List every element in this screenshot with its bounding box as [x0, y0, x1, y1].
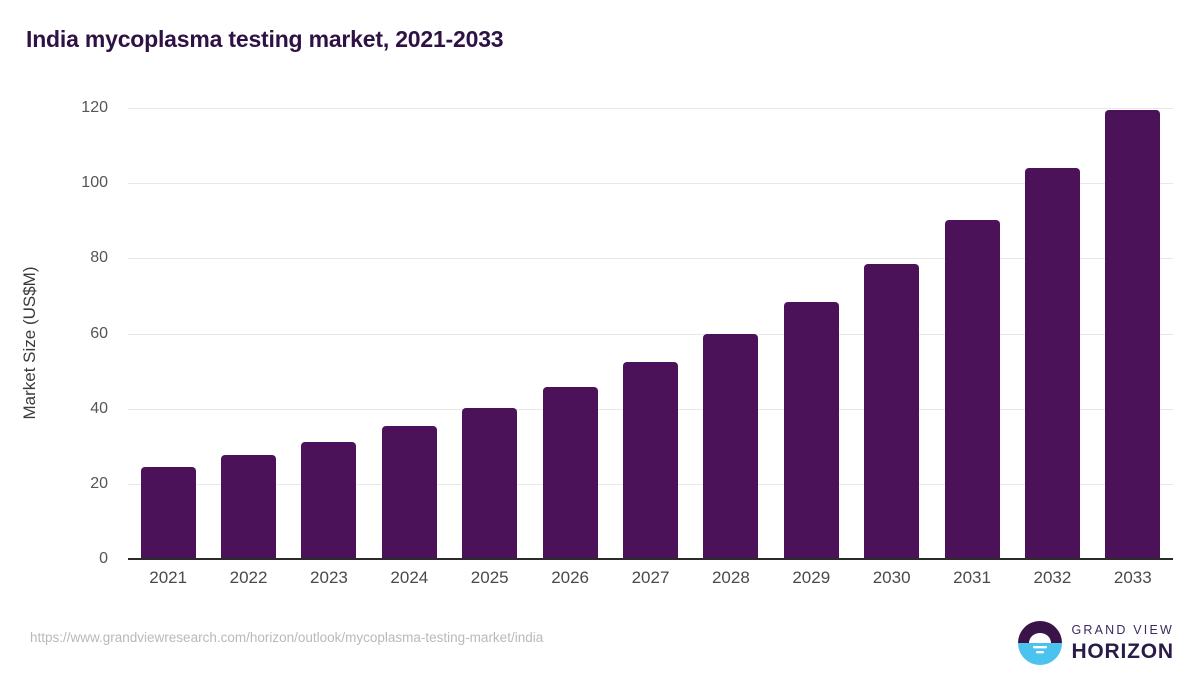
bar[interactable] [301, 441, 357, 559]
x-tick-label: 2024 [390, 568, 429, 587]
bar[interactable] [221, 454, 277, 559]
y-tick-label: 60 [90, 324, 108, 342]
x-tick-label: 2027 [631, 568, 670, 587]
x-tick-label: 2031 [953, 568, 991, 587]
plot-area [128, 108, 1173, 559]
bar[interactable] [1105, 109, 1161, 559]
x-tick-label: 2026 [551, 568, 590, 587]
y-tick-label: 120 [81, 99, 108, 116]
y-tick-label: 20 [90, 474, 108, 492]
logo-text-line2: HORIZON [1071, 639, 1174, 663]
x-tick-label: 2023 [310, 568, 348, 587]
bar[interactable] [1024, 168, 1080, 559]
x-tick-label: 2032 [1033, 568, 1072, 587]
y-tick-label: 40 [90, 399, 108, 417]
brand-logo[interactable]: GRAND VIEW HORIZON [1018, 620, 1174, 666]
bar[interactable] [462, 407, 518, 559]
x-tick-label: 2029 [792, 568, 831, 587]
bar[interactable] [623, 362, 678, 559]
x-tick-label: 2030 [872, 568, 911, 587]
page-title: India mycoplasma testing market, 2021-20… [26, 26, 504, 52]
y-tick-label: 100 [81, 174, 108, 192]
bar[interactable] [381, 425, 437, 559]
bar[interactable] [140, 466, 196, 559]
x-tick-label: 2025 [470, 568, 509, 587]
bar[interactable] [864, 263, 920, 559]
y-axis-title: Market Size (US$M) [20, 266, 39, 420]
y-axis-tick-labels: 0 20 40 60 80 100 120 [0, 0, 112, 675]
horizon-logo-icon [1018, 621, 1063, 665]
gridline [128, 183, 1173, 185]
x-tick-label: 2022 [229, 568, 268, 587]
y-tick-label: 80 [90, 249, 108, 267]
source-url[interactable]: https://www.grandviewresearch.com/horizo… [30, 630, 544, 645]
x-tick-label: 2033 [1113, 568, 1152, 587]
bar[interactable] [542, 386, 598, 559]
logo-text-line1: GRAND VIEW [1071, 623, 1174, 638]
y-tick-label: 0 [99, 550, 108, 567]
x-tick-label: 2028 [711, 568, 750, 587]
x-tick-label: 2021 [149, 568, 188, 587]
bar[interactable] [703, 334, 759, 559]
x-axis-line [128, 558, 1173, 560]
logo-text: GRAND VIEW HORIZON [1071, 624, 1174, 662]
gridline [128, 258, 1173, 260]
gridline [128, 108, 1173, 109]
bar[interactable] [783, 301, 839, 559]
bar[interactable] [944, 220, 1000, 559]
gridline [128, 333, 1173, 335]
